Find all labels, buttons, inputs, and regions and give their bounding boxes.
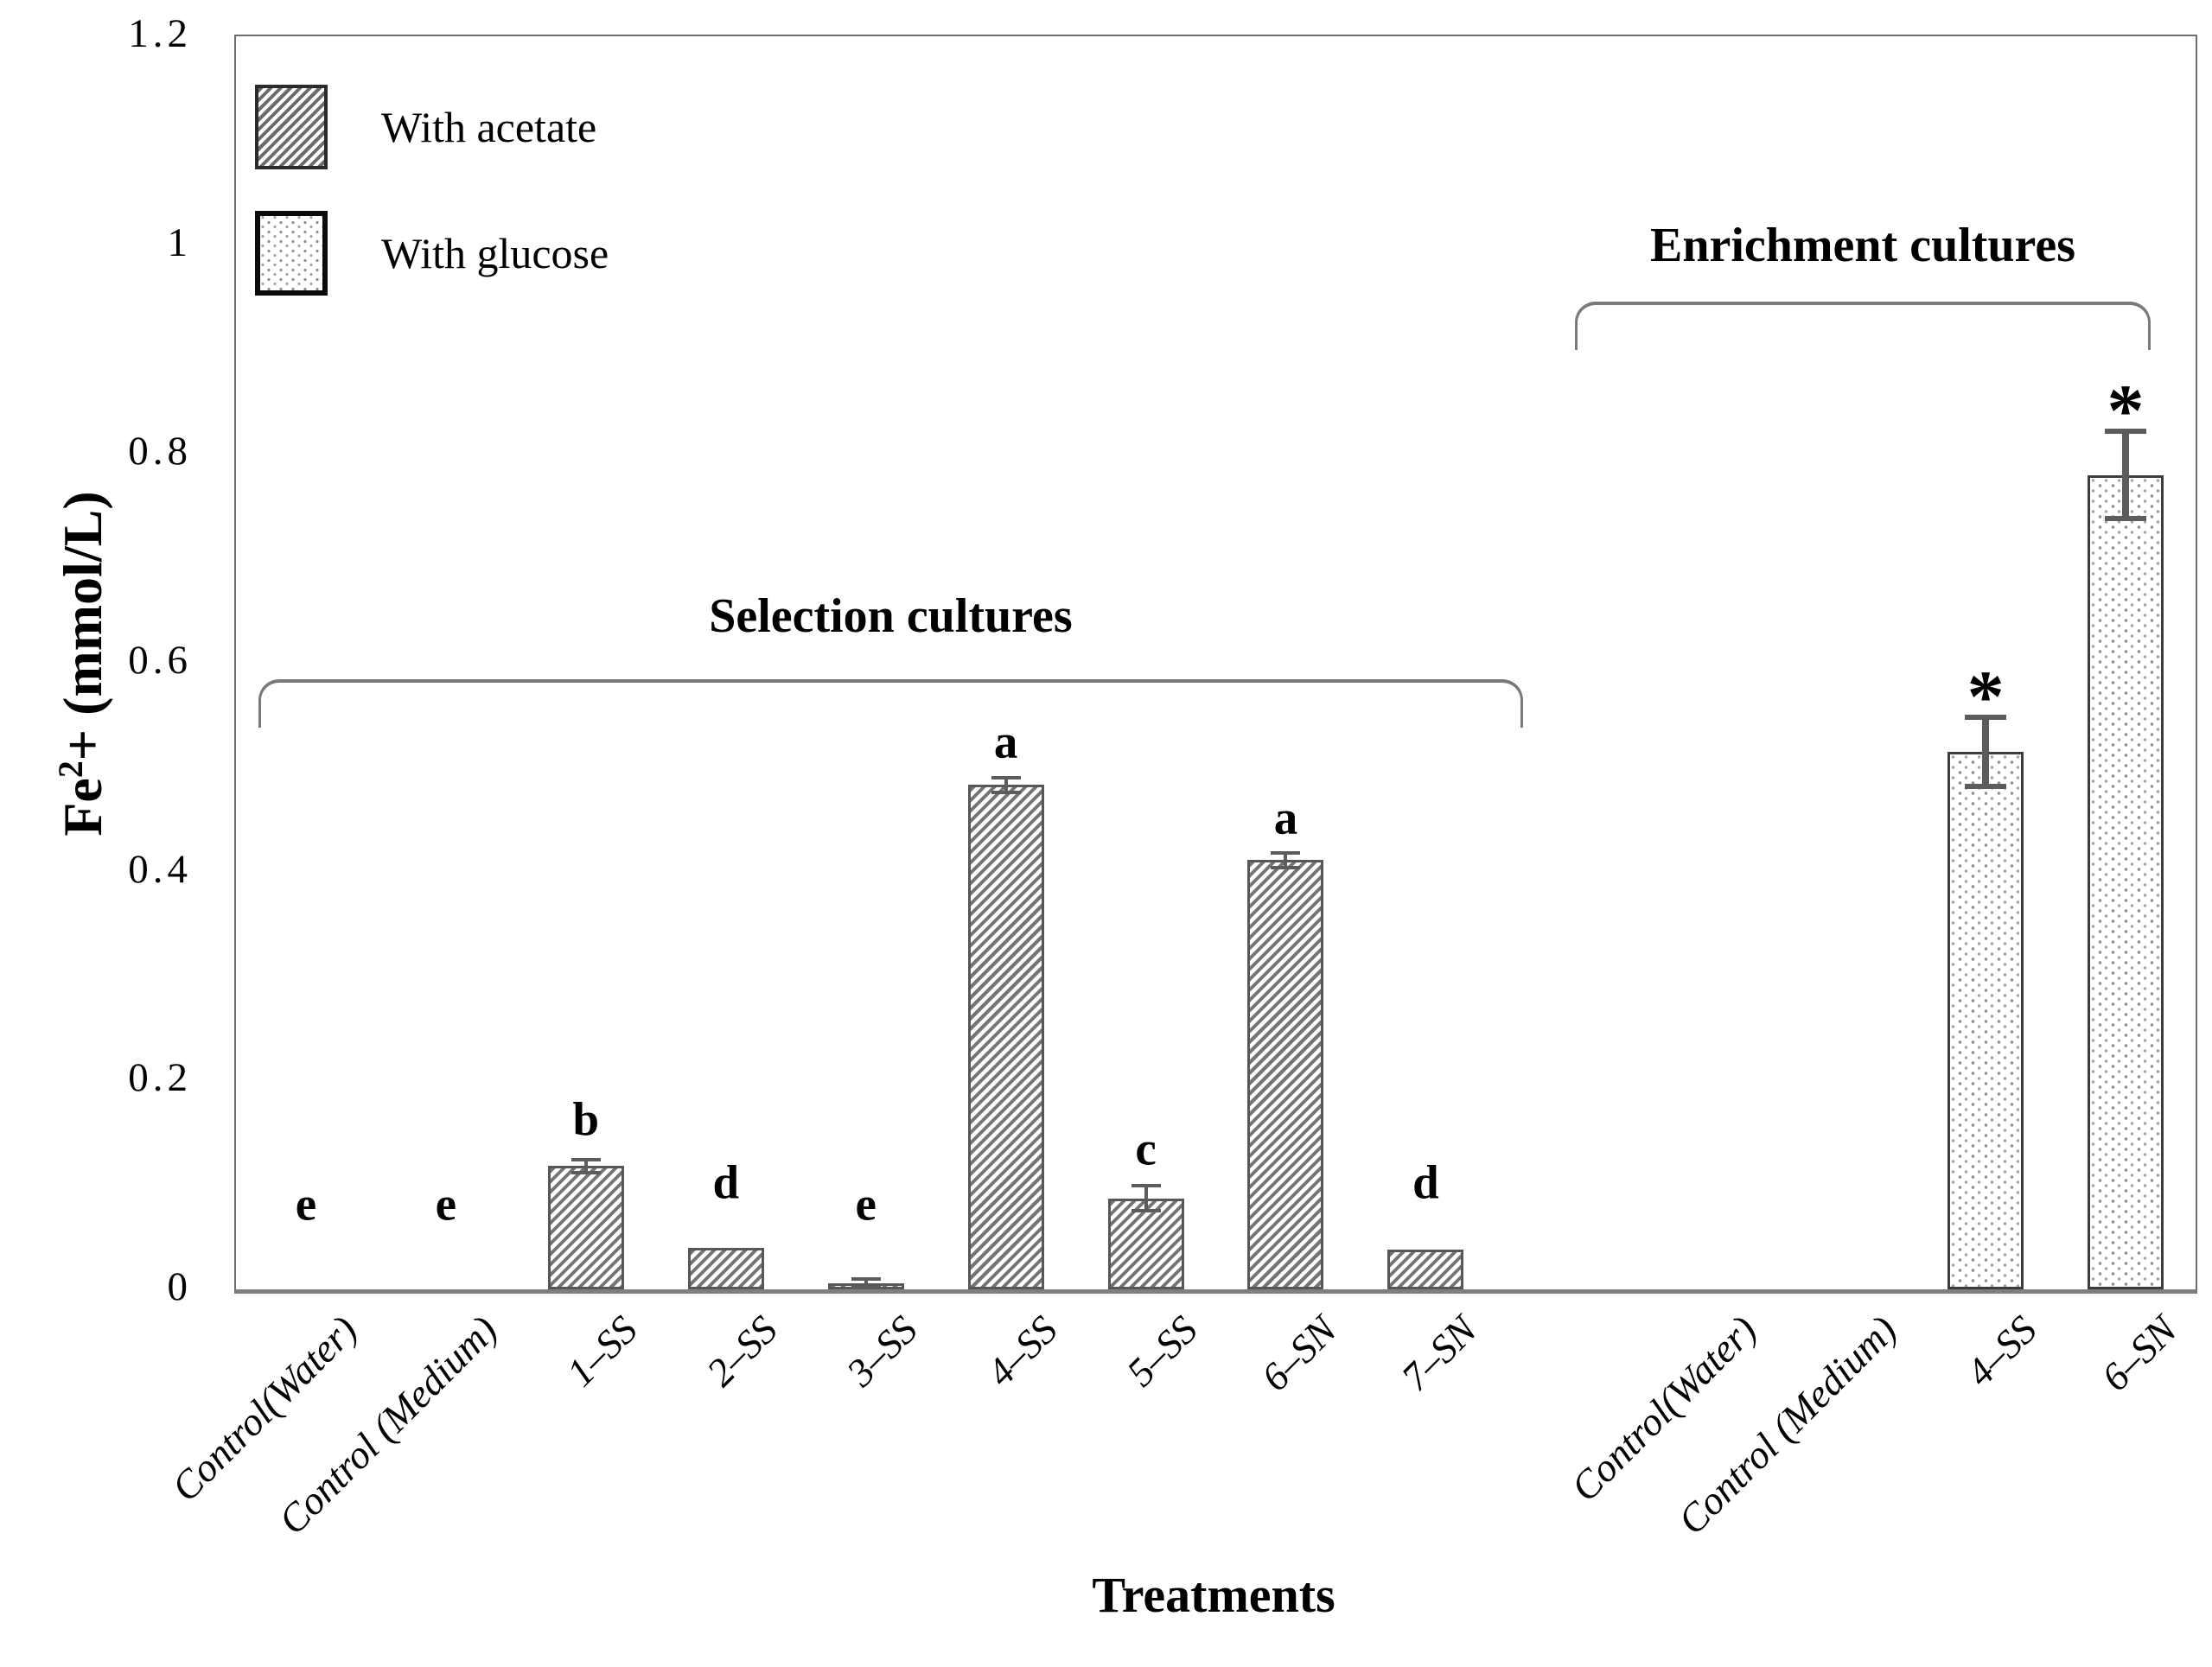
bar-6-SN-glucose: [2088, 474, 2164, 1289]
x-tick-label: 7–SN: [1393, 1307, 1486, 1400]
bar-5-SS-acetate: [1107, 1198, 1184, 1289]
y-axis-title-base: Fe: [52, 778, 114, 837]
significance-asterisk: *: [2107, 368, 2145, 452]
legend-label-acetate: With acetate: [381, 103, 597, 151]
error-bar-whisker: [1004, 777, 1008, 792]
x-axis-title: Treatments: [1092, 1567, 1335, 1623]
bar-2-SS-acetate: [687, 1247, 764, 1289]
y-tick-label: 0.4: [128, 846, 192, 892]
x-tick-label: 4–SS: [978, 1307, 1066, 1395]
error-bar-cap-top: [851, 1276, 881, 1281]
error-bar-whisker: [583, 1160, 588, 1173]
x-tick-label: 3–SS: [838, 1307, 926, 1395]
group-bracket: [1575, 302, 2151, 351]
legend-item-glucose: With glucose: [255, 207, 609, 299]
error-bar-cap-top: [991, 775, 1021, 779]
error-bar-cap-bottom: [2105, 516, 2147, 522]
error-bar-cap-bottom: [1131, 1209, 1161, 1213]
legend-swatch-hatch-icon: [255, 85, 328, 169]
error-bar-cap-top: [2105, 428, 2147, 434]
legend: With acetate With glucose: [255, 81, 609, 334]
error-bar-cap-top: [571, 1158, 601, 1162]
bar-7-SN-acetate: [1387, 1250, 1464, 1289]
x-tick-label: 2–SS: [698, 1307, 786, 1395]
significance-letter: e: [855, 1177, 877, 1231]
significance-letter: a: [1273, 791, 1298, 844]
significance-asterisk: *: [1967, 654, 2005, 738]
x-tick-label: 4–SS: [1957, 1307, 2045, 1395]
significance-letter: e: [295, 1177, 317, 1231]
y-tick-label: 1.2: [128, 10, 192, 56]
x-tick-label: 5–SS: [1118, 1307, 1206, 1395]
plot-area: With acetate With glucose e e b d e a c a d * *: [234, 35, 2197, 1294]
error-bar-cap-bottom: [1271, 865, 1301, 869]
error-bar-whisker: [1144, 1186, 1148, 1212]
significance-letter: e: [435, 1177, 457, 1231]
error-bar-cap-bottom: [571, 1170, 601, 1174]
y-axis-title-superscript: 2: [51, 760, 90, 779]
significance-letter: d: [712, 1155, 740, 1209]
y-tick-label: 0.6: [128, 637, 192, 683]
y-tick-label: 1: [167, 220, 192, 265]
legend-label-glucose: With glucose: [381, 229, 609, 277]
error-bar-whisker: [1284, 852, 1288, 868]
group-bracket: [258, 678, 1524, 728]
error-bar-cap-bottom: [851, 1285, 881, 1289]
bar-6-SN-acetate: [1247, 860, 1324, 1289]
x-tick-label: 6–SN: [2093, 1307, 2185, 1400]
x-tick-label: 6–SN: [1253, 1307, 1346, 1400]
error-bar-cap-top: [1131, 1184, 1161, 1188]
error-bar-cap-bottom: [1965, 783, 2007, 789]
significance-letter: d: [1412, 1155, 1439, 1209]
group-bracket-label: Enrichment cultures: [1650, 219, 2076, 273]
error-bar-cap-bottom: [991, 790, 1021, 794]
group-bracket-label: Selection cultures: [709, 589, 1073, 644]
error-bar-cap-top: [1271, 850, 1301, 855]
error-bar-whisker: [864, 1278, 868, 1288]
y-tick-label: 0.2: [128, 1055, 192, 1101]
y-axis-title: Fe2+ (mmol/L): [51, 491, 115, 836]
x-tick-label: 1–SS: [558, 1307, 646, 1395]
error-bar-whisker: [2122, 430, 2130, 519]
bar-4-SS-acetate: [967, 785, 1044, 1289]
bar-4-SS-glucose: [1947, 751, 2024, 1289]
significance-letter: a: [993, 715, 1018, 768]
legend-item-acetate: With acetate: [255, 81, 609, 173]
y-tick-label: 0: [167, 1263, 192, 1309]
legend-swatch-dots-icon: [255, 211, 328, 296]
bar-1-SS-acetate: [547, 1166, 624, 1289]
y-axis-title-rest: + (mmol/L): [52, 491, 114, 761]
error-bar-whisker: [1982, 716, 1990, 786]
error-bar-cap-top: [1965, 714, 2007, 720]
y-tick-label: 0.8: [128, 429, 192, 474]
significance-letter: b: [572, 1092, 600, 1146]
significance-letter: c: [1135, 1122, 1157, 1175]
